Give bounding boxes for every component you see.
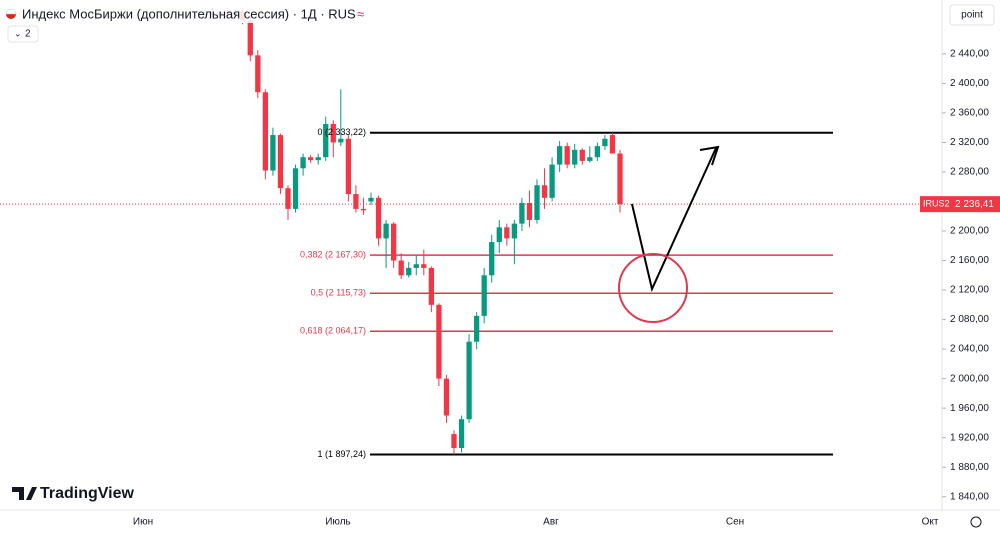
candle-body bbox=[564, 146, 570, 165]
candle-body bbox=[534, 185, 540, 220]
candle-body bbox=[496, 227, 502, 243]
candle-body bbox=[406, 267, 412, 276]
y-tick-label: 2 440,00 bbox=[950, 49, 989, 60]
y-tick-label: 2 200,00 bbox=[950, 226, 989, 237]
plot-area bbox=[0, 7, 942, 456]
y-tick-label: 2 400,00 bbox=[950, 78, 989, 89]
brand: TradingView bbox=[40, 485, 135, 502]
candle-body bbox=[247, 19, 253, 56]
x-tick-label: Июль bbox=[325, 517, 351, 528]
candle-body bbox=[345, 138, 352, 195]
candle-body bbox=[368, 197, 374, 202]
candle-body bbox=[473, 315, 480, 342]
candle-body bbox=[587, 157, 593, 161]
x-tick-label: Окт bbox=[922, 517, 939, 528]
fib-label: 0,382 (2 167,30) bbox=[300, 250, 366, 260]
candle-body bbox=[451, 433, 457, 449]
candle-body bbox=[360, 208, 367, 211]
y-tick-label: 1 960,00 bbox=[950, 403, 989, 414]
x-tick-label: Июн bbox=[133, 517, 153, 528]
y-tick-label: 1 920,00 bbox=[950, 432, 989, 443]
candle-body bbox=[262, 92, 269, 171]
candle-body bbox=[489, 242, 495, 276]
candle-body bbox=[277, 135, 284, 189]
candle-body bbox=[556, 146, 563, 165]
candle-body bbox=[481, 275, 487, 316]
candle-body bbox=[292, 168, 299, 209]
logo: TradingView bbox=[12, 485, 135, 502]
candle-body bbox=[609, 135, 616, 154]
indicator-toggle[interactable] bbox=[7, 25, 39, 43]
candle-body bbox=[504, 227, 510, 239]
indicator-count[interactable]: 2 bbox=[25, 29, 31, 40]
candle-body bbox=[353, 194, 359, 209]
candle-body bbox=[338, 138, 344, 143]
annotation bbox=[618, 145, 720, 323]
y-tick-label: 2 320,00 bbox=[950, 137, 989, 148]
scale-button[interactable] bbox=[949, 4, 995, 26]
y-tick-label: 2 000,00 bbox=[950, 373, 989, 384]
last-price-name-bg bbox=[920, 196, 952, 213]
candle-body bbox=[383, 223, 389, 239]
candle-body bbox=[307, 157, 314, 161]
candle-body bbox=[519, 202, 525, 224]
candle-body bbox=[572, 149, 578, 165]
candle-body bbox=[443, 378, 450, 416]
candle-body bbox=[594, 146, 601, 158]
candle-body bbox=[617, 153, 623, 205]
candle-body bbox=[526, 202, 533, 220]
candle-body bbox=[602, 138, 608, 147]
fib-label: 1 (1 897,24) bbox=[317, 449, 366, 459]
candle-body bbox=[315, 157, 321, 161]
candle-body bbox=[390, 223, 397, 261]
y-tick-label: 2 160,00 bbox=[950, 255, 989, 266]
candle-body bbox=[330, 123, 336, 143]
candle-body bbox=[436, 304, 442, 379]
x-tick-label: Сен bbox=[726, 517, 744, 528]
candle-body bbox=[285, 188, 291, 209]
candle-body bbox=[541, 185, 548, 198]
y-tick-label: 2 280,00 bbox=[950, 167, 989, 178]
candle-body bbox=[511, 223, 518, 239]
candle-body bbox=[270, 135, 276, 171]
y-tick-label: 2 120,00 bbox=[950, 285, 989, 296]
last-price-bg bbox=[952, 196, 1000, 213]
candle-body bbox=[375, 197, 382, 239]
candle-body bbox=[579, 149, 585, 161]
fib-label: 0 (2 333,22) bbox=[317, 127, 366, 137]
fib-label: 0,5 (2 115,73) bbox=[311, 288, 366, 298]
candle-body bbox=[300, 157, 306, 169]
candle-body bbox=[466, 341, 472, 420]
candle-body bbox=[255, 55, 261, 93]
y-tick-label: 2 080,00 bbox=[950, 314, 989, 325]
settings-button[interactable] bbox=[970, 516, 982, 528]
scale-mode[interactable]: point bbox=[961, 10, 983, 21]
last-price-label: 2 236,41 bbox=[955, 199, 994, 210]
candle-body bbox=[458, 419, 465, 449]
fib-label: 0,618 (2 064,17) bbox=[300, 326, 366, 336]
candle-body bbox=[428, 267, 435, 305]
y-tick-label: 2 360,00 bbox=[950, 108, 989, 119]
candle-body bbox=[549, 164, 555, 198]
flag-icon-top bbox=[5, 8, 17, 15]
title-bg bbox=[20, 5, 360, 23]
y-tick-label: 1 840,00 bbox=[950, 491, 989, 502]
last-price-name: IRUS2 bbox=[923, 199, 950, 209]
candle-body bbox=[323, 123, 329, 158]
session-icon[interactable]: ≈ bbox=[357, 6, 364, 21]
candle-body bbox=[421, 264, 427, 268]
x-tick-label: Авг bbox=[543, 517, 559, 528]
svg-text:⌄: ⌄ bbox=[14, 28, 22, 38]
candle-body bbox=[398, 260, 404, 276]
candle-body bbox=[413, 264, 419, 268]
chart-title[interactable]: Индекс МосБиржи (дополнительная сессия) … bbox=[22, 6, 356, 21]
y-tick-label: 1 880,00 bbox=[950, 462, 989, 473]
y-tick-label: 2 040,00 bbox=[950, 344, 989, 355]
